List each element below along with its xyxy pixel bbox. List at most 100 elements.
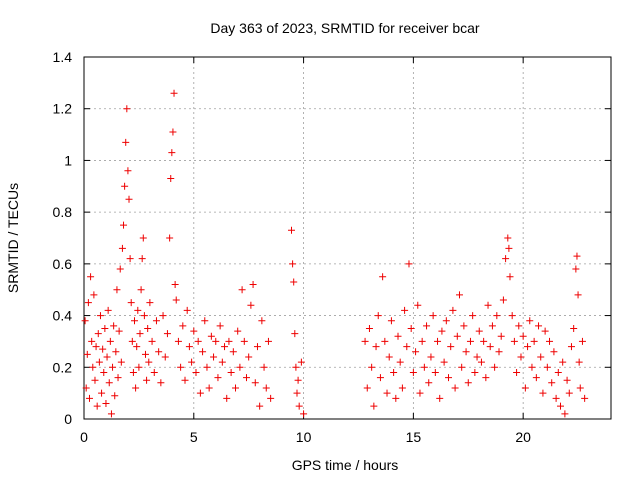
data-point [141,350,149,358]
data-point [105,379,113,387]
data-point [431,368,439,376]
data-point [451,384,459,392]
data-point [192,368,200,376]
data-point [92,343,100,351]
data-point [539,389,547,397]
data-point [418,337,426,345]
data-point [488,322,496,330]
data-point [148,337,156,345]
data-point [210,353,218,361]
data-point [128,337,136,345]
data-point [136,330,144,338]
data-point [480,337,488,345]
plot-frame [83,56,612,420]
data-point [103,353,111,361]
data-point [550,348,558,356]
data-point [183,306,191,314]
data-point [196,389,204,397]
data-point [447,343,455,351]
data-point [190,327,198,335]
data-point [102,399,110,407]
data-point [249,281,257,289]
x-tick-label: 0 [80,429,88,445]
data-point [575,358,583,366]
data-point [100,368,108,376]
data-point [572,265,580,273]
y-axis-label: SRMTID / TECUs [5,183,21,293]
data-point [122,138,130,146]
data-point [96,312,104,320]
data-point [260,363,268,371]
data-point [491,363,499,371]
data-point [293,389,301,397]
data-point [576,384,584,392]
data-point [169,128,177,136]
data-point [127,299,135,307]
data-point [392,394,400,402]
data-point [387,317,395,325]
data-point [203,363,211,371]
data-point [497,332,505,340]
data-point [543,363,551,371]
data-point [455,291,463,299]
data-point [440,358,448,366]
data-point [508,312,516,320]
data-point [438,327,446,335]
data-point [232,384,240,392]
data-point [537,353,545,361]
y-tick-label: 0.8 [53,204,73,220]
data-point [133,343,141,351]
data-point [370,402,378,410]
data-point [291,330,299,338]
data-point [427,353,435,361]
data-point [159,312,167,320]
chart-title: Day 363 of 2023, SRMTID for receiver bca… [210,20,480,36]
data-point [482,374,490,382]
data-point [131,317,139,325]
y-tick-label: 1 [64,152,72,168]
data-point [91,376,99,384]
y-tick-label: 1.2 [53,101,73,117]
y-tick-label: 0.2 [53,359,73,375]
data-point [374,312,382,320]
data-point [236,363,244,371]
data-point [495,348,503,356]
data-point [166,234,174,242]
data-point [436,394,444,402]
data-point [179,322,187,330]
data-point [552,394,560,402]
data-point [289,260,297,268]
data-point [376,374,384,382]
data-point [528,363,536,371]
data-point [140,312,148,320]
data-point [541,327,549,335]
data-point [218,358,226,366]
data-point [83,350,91,358]
data-point [561,410,569,418]
data-point [163,330,171,338]
data-point [297,358,305,366]
data-point [106,337,114,345]
data-point [368,363,376,371]
data-point [578,337,586,345]
data-point [87,273,95,281]
data-point [574,291,582,299]
data-point [121,182,129,190]
data-point [251,379,259,387]
data-point [473,353,481,361]
data-point [155,348,163,356]
data-point [171,281,179,289]
data-point [493,312,501,320]
data-point [138,255,146,263]
data-point [113,286,121,294]
data-point [372,343,380,351]
data-point [295,402,303,410]
data-point [420,363,428,371]
data-point [114,374,122,382]
data-point [519,332,527,340]
data-point [513,368,521,376]
y-tick-label: 0 [64,411,72,427]
data-point [88,337,96,345]
data-point [517,353,525,361]
data-point [405,260,413,268]
